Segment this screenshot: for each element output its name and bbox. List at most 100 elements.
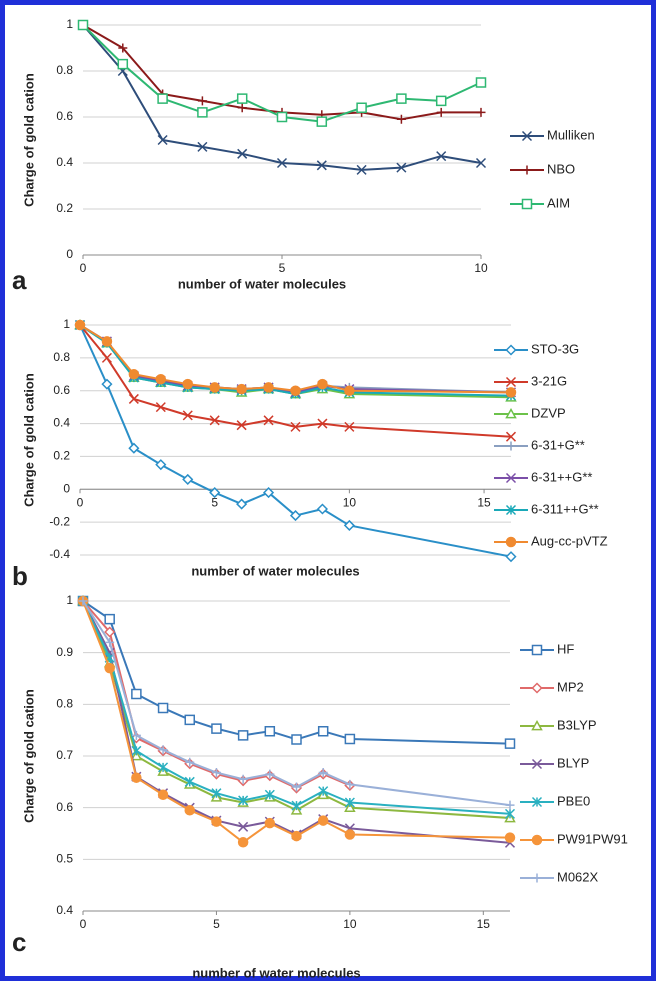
marker — [504, 832, 516, 843]
legend-marker — [521, 198, 533, 210]
legend-marker — [531, 644, 543, 656]
marker — [344, 385, 355, 396]
legend-label: MP2 — [557, 679, 584, 694]
legend-label: 6-31++G** — [531, 469, 592, 484]
y-tick-label: 0.8 — [56, 63, 73, 77]
legend-marker — [505, 376, 517, 388]
marker — [265, 769, 275, 779]
y-tick-label: 0.2 — [56, 201, 73, 215]
marker — [211, 723, 222, 734]
marker — [104, 613, 115, 625]
marker — [344, 797, 355, 808]
marker — [211, 816, 222, 827]
marker — [184, 714, 195, 726]
y-tick-label: 0.6 — [56, 109, 73, 123]
marker — [197, 141, 208, 152]
marker — [209, 382, 220, 393]
marker — [316, 503, 328, 515]
legend-label: HF — [557, 641, 574, 656]
x-tick-label: 15 — [477, 917, 491, 931]
marker — [318, 786, 329, 797]
legend-marker — [505, 536, 517, 548]
marker — [344, 733, 356, 745]
marker — [317, 378, 328, 390]
legend-label: DZVP — [531, 405, 566, 420]
marker — [291, 830, 302, 842]
panel-label: c — [12, 927, 26, 957]
marker — [436, 107, 446, 117]
marker — [345, 779, 355, 789]
marker — [276, 111, 288, 123]
marker — [101, 336, 113, 347]
marker — [157, 702, 169, 714]
marker — [185, 757, 195, 767]
marker — [263, 415, 274, 426]
y-tick-label: 0.4 — [56, 903, 73, 917]
series-line — [79, 324, 512, 558]
x-tick-label: 5 — [213, 917, 220, 931]
marker — [130, 749, 143, 761]
legend-marker — [522, 165, 532, 175]
y-tick-label: 0.8 — [53, 350, 70, 364]
marker — [263, 382, 274, 393]
marker — [237, 837, 249, 848]
marker — [318, 768, 328, 778]
marker — [182, 410, 193, 421]
marker — [78, 596, 88, 606]
marker — [118, 43, 128, 53]
legend-label: 3-21G — [531, 373, 567, 388]
legend-marker — [505, 472, 517, 484]
x-axis-title: number of water molecules — [178, 276, 346, 291]
y-tick-label: -0.4 — [49, 547, 70, 561]
y-tick-label: 1 — [66, 17, 73, 31]
marker — [105, 637, 115, 647]
x-tick-label: 10 — [343, 917, 357, 931]
y-tick-label: 0.6 — [56, 800, 73, 814]
legend-label: NBO — [547, 161, 575, 176]
x-tick-label: 0 — [80, 917, 87, 931]
marker — [197, 96, 207, 106]
marker — [101, 378, 113, 390]
x-tick-label: 0 — [80, 261, 87, 275]
marker — [104, 662, 115, 674]
marker — [505, 387, 517, 398]
marker — [289, 510, 302, 522]
y-tick-label: 1 — [63, 317, 70, 331]
marker — [117, 58, 129, 70]
marker — [236, 93, 248, 104]
marker — [209, 487, 221, 499]
x-axis-title: number of water molecules — [191, 563, 359, 578]
y-tick-label: 0.8 — [56, 697, 73, 711]
legend-label: M062X — [557, 869, 599, 884]
marker — [505, 800, 515, 810]
marker — [396, 162, 407, 173]
legend-label: STO-3G — [531, 341, 579, 356]
marker — [237, 730, 249, 741]
x-tick-label: 10 — [343, 495, 357, 509]
y-tick-label: 0.5 — [56, 852, 73, 866]
marker — [317, 725, 329, 737]
marker — [211, 768, 221, 778]
marker — [290, 421, 301, 432]
marker — [182, 473, 194, 485]
y-tick-label: 0.9 — [56, 645, 73, 659]
marker — [396, 114, 406, 124]
legend-label: Mulliken — [547, 127, 595, 142]
marker — [236, 420, 247, 431]
legend-label: PBE0 — [557, 793, 590, 808]
marker — [155, 459, 167, 471]
panel-label: a — [12, 265, 27, 295]
marker — [155, 373, 167, 385]
marker — [504, 738, 516, 749]
marker — [236, 383, 247, 395]
marker — [476, 107, 486, 117]
y-tick-label: 0 — [66, 247, 73, 261]
marker — [356, 164, 367, 175]
marker — [131, 745, 142, 756]
marker — [344, 829, 356, 840]
x-tick-label: 0 — [77, 495, 84, 509]
marker — [356, 102, 367, 114]
marker — [290, 385, 301, 396]
